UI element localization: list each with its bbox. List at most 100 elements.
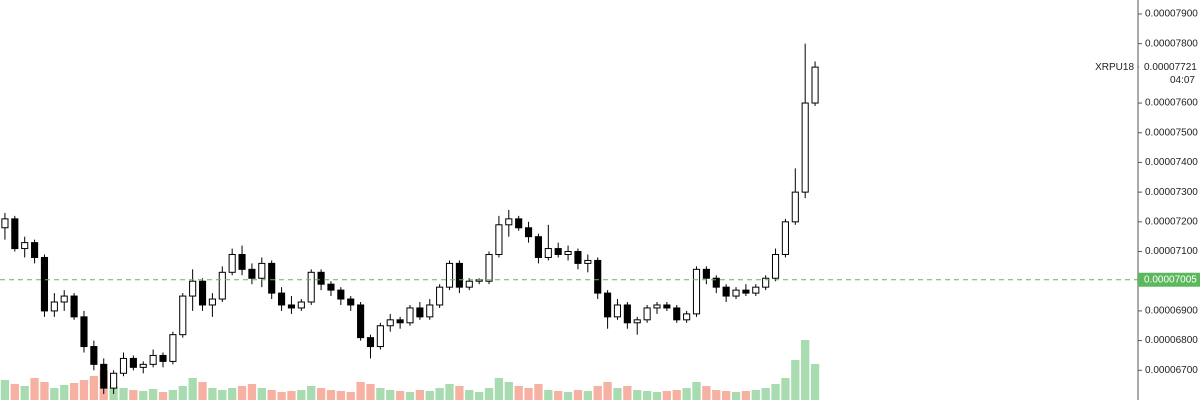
volume-bar: [257, 388, 266, 400]
volume-bar: [692, 382, 701, 400]
candle-body: [248, 268, 256, 279]
volume-bar: [751, 390, 760, 400]
candle-body: [811, 66, 819, 104]
candle-body: [673, 307, 681, 321]
candle-body: [604, 292, 612, 318]
candle-body: [722, 286, 730, 297]
candle-body: [584, 259, 592, 264]
volume-bar: [10, 384, 19, 400]
candle-body: [781, 221, 789, 255]
candle-body: [692, 268, 701, 315]
candle-body: [702, 268, 710, 279]
volume-bar: [69, 383, 79, 400]
volume-bar: [494, 378, 504, 400]
volume-bar: [672, 390, 681, 400]
volume-bar: [554, 391, 563, 400]
y-tick-label: 0.00007200: [1145, 216, 1198, 227]
volume-bar: [524, 388, 533, 400]
candle-body: [771, 253, 780, 279]
candle-body: [258, 262, 266, 279]
y-tick-label: 0.00007500: [1145, 127, 1198, 138]
volume-bar: [682, 388, 691, 400]
volume-bar: [356, 382, 365, 400]
symbol-label: XRPU18: [1095, 62, 1134, 73]
candle-body: [653, 304, 661, 309]
y-tick-label: 0.00007300: [1145, 187, 1198, 198]
volume-bar: [583, 391, 592, 400]
volume-bar: [395, 391, 405, 400]
volume-bar: [198, 382, 207, 400]
volume-bar: [247, 384, 257, 400]
volume-bar: [504, 382, 513, 400]
candle-body: [1, 218, 9, 229]
candle-body: [455, 262, 463, 288]
volume-bar: [405, 392, 415, 400]
candle-body: [396, 319, 404, 324]
volume-bar: [662, 391, 672, 400]
last-price-box: [1139, 60, 1200, 88]
candle-body: [524, 227, 533, 238]
candle-body: [564, 251, 572, 255]
volume-bar: [366, 384, 375, 400]
candle-body: [337, 289, 345, 300]
volume-bar: [475, 392, 484, 400]
candle-body: [327, 283, 335, 291]
candle-body: [208, 298, 216, 306]
volume-bar: [208, 388, 217, 400]
volume-bar: [731, 392, 741, 400]
volume-bar: [563, 392, 573, 400]
volume-bar: [50, 388, 59, 400]
volume-bar: [158, 392, 168, 400]
candle-body: [663, 304, 671, 309]
volume-bar: [613, 388, 622, 400]
candle-body: [119, 357, 128, 374]
candle-body: [21, 242, 29, 250]
candle-body: [445, 262, 454, 288]
y-tick-label: 0.00007100: [1145, 246, 1198, 257]
candle-body: [732, 289, 740, 297]
candle-body: [31, 242, 39, 258]
candle-body: [139, 363, 147, 368]
volume-bar: [534, 384, 543, 400]
candle-body: [189, 280, 197, 297]
volume-bar: [771, 384, 780, 400]
volume-bar: [425, 391, 434, 400]
candle-body: [307, 271, 315, 303]
volume-bar: [465, 390, 474, 400]
volume-bar: [297, 390, 306, 400]
volume-bar: [148, 389, 158, 400]
volume-bar: [326, 390, 336, 400]
candle-body: [712, 277, 720, 288]
candle-body: [495, 224, 503, 255]
volume-bar: [652, 392, 662, 400]
volume-bar: [287, 391, 296, 400]
candle-body: [238, 253, 246, 270]
candle-body: [90, 346, 98, 365]
candle-body: [436, 286, 444, 306]
volume-bar: [712, 390, 721, 400]
volume-bar: [188, 378, 197, 400]
volume-bar: [178, 386, 187, 400]
candle-body: [110, 372, 118, 389]
volume-bar: [119, 388, 128, 400]
candle-body: [40, 256, 49, 312]
volume-bar: [642, 391, 652, 400]
candle-body: [100, 363, 108, 389]
volume-bar: [791, 360, 800, 400]
reference-price-box: [1138, 272, 1200, 287]
volume-bar: [316, 388, 326, 400]
candle-body: [505, 218, 513, 226]
candle-body: [752, 286, 760, 294]
volume-bar: [810, 364, 820, 400]
volume-bar: [603, 382, 612, 400]
volume-bar: [761, 388, 770, 400]
candle-body: [287, 304, 296, 309]
volume-bar: [0, 380, 10, 400]
volume-bar: [376, 388, 385, 400]
candle-body: [278, 292, 286, 306]
volume-bar: [168, 390, 178, 400]
y-tick-label: 0.00006900: [1145, 306, 1198, 317]
volume-bar: [623, 386, 632, 400]
candle-body: [357, 304, 365, 339]
